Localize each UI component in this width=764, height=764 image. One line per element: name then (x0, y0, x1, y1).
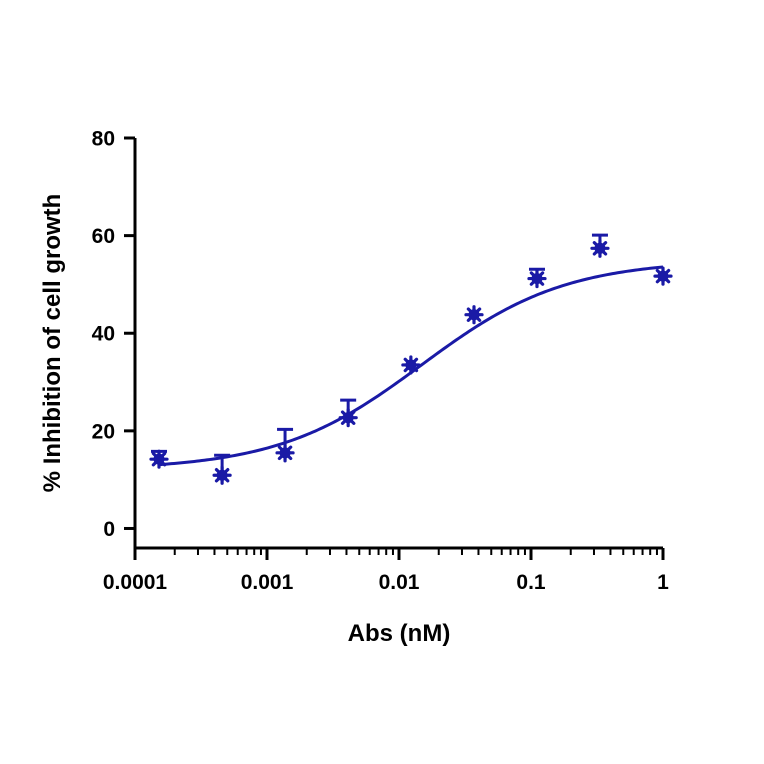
y-tick-label: 20 (92, 420, 115, 443)
data-point (401, 355, 421, 375)
y-tick-label: 0 (103, 518, 115, 541)
x-tick-label: 0.0001 (103, 571, 168, 594)
x-tick-label: 0.001 (241, 571, 294, 594)
data-points (149, 238, 673, 485)
data-point (149, 449, 169, 469)
data-point (590, 238, 610, 258)
data-point (338, 408, 358, 428)
y-axis-title: % Inhibition of cell growth (39, 194, 66, 493)
x-tick-label: 1 (657, 571, 669, 594)
x-tick-label: 0.01 (379, 571, 420, 594)
axes (133, 138, 663, 550)
y-tick-label: 40 (92, 323, 115, 346)
data-point (212, 465, 232, 485)
data-point (464, 305, 484, 325)
data-point (653, 266, 673, 286)
x-axis-title: Abs (nM) (348, 620, 451, 647)
error-bars (151, 233, 608, 476)
y-ticks: 0 20 40 60 80 (92, 128, 135, 541)
data-point (527, 268, 547, 289)
y-tick-label: 80 (92, 128, 115, 151)
data-point (275, 443, 295, 463)
y-tick-label: 60 (92, 225, 115, 248)
x-tick-label: 0.1 (516, 571, 546, 594)
x-ticks: 0.0001 0.001 0.01 0.1 1 (103, 548, 669, 594)
